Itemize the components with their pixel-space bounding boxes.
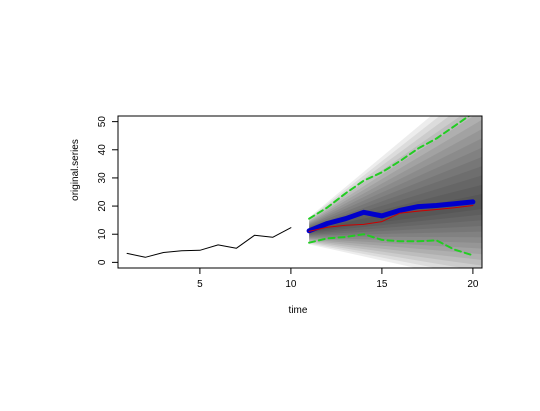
forecast-median-line	[308, 205, 474, 232]
x-tick-label: 5	[197, 279, 203, 290]
density-layer-3	[309, 175, 482, 234]
upper-bound-line	[308, 116, 471, 220]
y-axis-label: original.series	[70, 139, 81, 201]
y-tick-label: 0	[97, 259, 108, 265]
density-layer-13	[309, 116, 482, 268]
x-tick-label: 10	[285, 279, 297, 290]
density-layer-12	[309, 116, 482, 268]
observed-line	[126, 227, 292, 258]
y-tick-label: 40	[97, 144, 108, 156]
y-tick-label: 50	[97, 116, 108, 128]
x-tick-label: 15	[376, 279, 388, 290]
density-layer-10	[309, 116, 482, 260]
lower-bound-line	[308, 233, 474, 257]
x-tick-label: 20	[467, 279, 479, 290]
density-layer-11	[309, 116, 482, 266]
y-axis: 0 10 20 30 40 50	[97, 116, 119, 265]
y-tick-label: 20	[97, 200, 108, 212]
y-tick-label: 30	[97, 172, 108, 184]
x-axis: 5 10 15 20	[197, 267, 479, 290]
density-layer-9	[309, 119, 482, 255]
density-layer-14	[309, 116, 482, 268]
y-tick-label: 10	[97, 228, 108, 240]
forecast-density-fan	[309, 116, 482, 268]
series-layer	[126, 116, 476, 258]
x-axis-label: time	[289, 305, 308, 316]
density-layer-2	[309, 184, 482, 233]
forecast-mean-line	[306, 199, 476, 234]
